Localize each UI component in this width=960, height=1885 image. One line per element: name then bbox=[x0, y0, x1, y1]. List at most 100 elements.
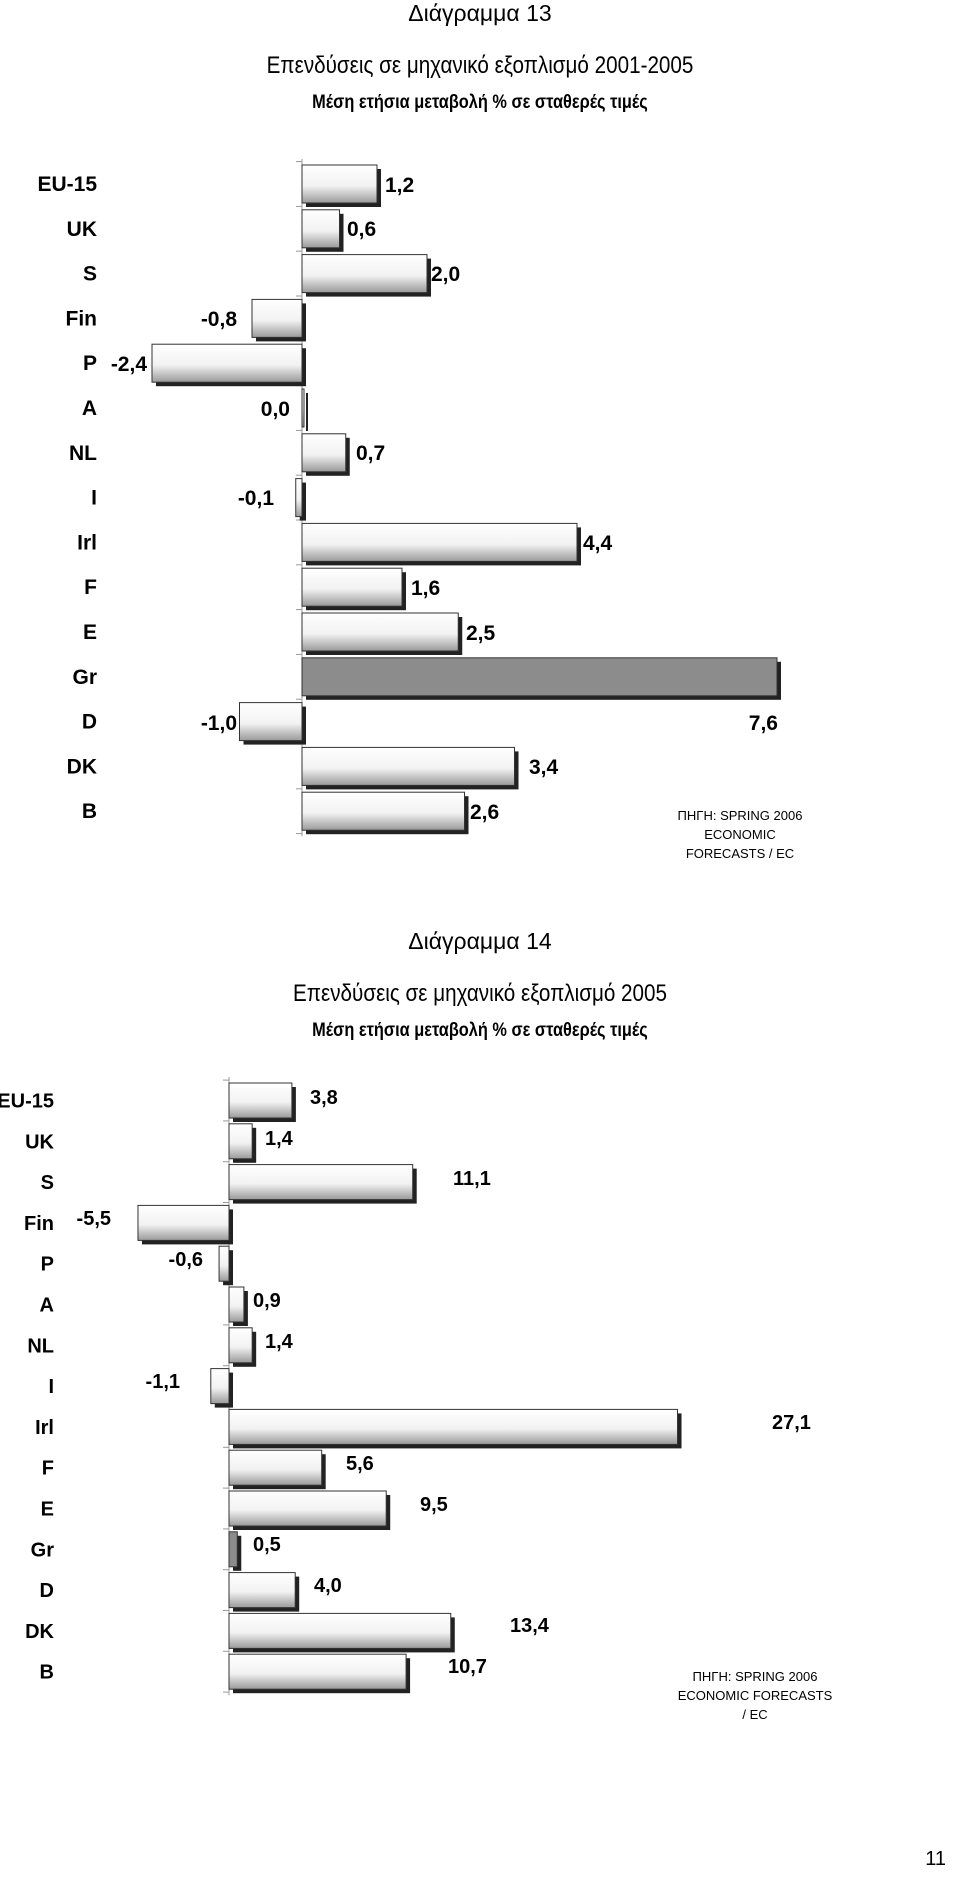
chart2-category-label: Gr bbox=[31, 1539, 55, 1561]
chart1-value-label: 2,5 bbox=[466, 622, 496, 645]
chart1-title: Επενδύσεις σε μηχανικό εξοπλισμό 2001-20… bbox=[266, 52, 694, 79]
chart1-value-label: -1,0 bbox=[201, 712, 237, 735]
chart1-bar bbox=[301, 657, 778, 697]
chart2-value-label: 5,6 bbox=[346, 1453, 374, 1475]
chart1-category-label: NL bbox=[69, 442, 97, 465]
chart1-bar bbox=[239, 702, 303, 742]
chart2-title: Επενδύσεις σε μηχανικό εξοπλισμό 2005 bbox=[293, 980, 667, 1007]
chart1-bar-shadow bbox=[299, 482, 306, 521]
chart2-source-line: / EC bbox=[742, 1707, 768, 1722]
chart1-bar bbox=[295, 478, 303, 518]
chart1-category-label: EU-15 bbox=[37, 173, 97, 196]
chart2-bar bbox=[228, 1490, 387, 1527]
chart2-category-label: Fin bbox=[24, 1213, 54, 1235]
chart2-bar bbox=[228, 1408, 679, 1445]
chart1-category-label: E bbox=[83, 621, 97, 644]
chart2-value-label: -5,5 bbox=[77, 1208, 111, 1230]
chart1-value-label: 7,6 bbox=[749, 712, 778, 735]
chart2-bar bbox=[228, 1653, 407, 1690]
chart1-bar-shadow bbox=[306, 393, 308, 431]
chart2-category-label: E bbox=[41, 1499, 54, 1521]
chart2-value-label: 10,7 bbox=[448, 1656, 487, 1678]
chart1-value-label: 2,6 bbox=[470, 801, 499, 824]
chart1-bar bbox=[251, 298, 303, 338]
chart1-bar bbox=[301, 791, 465, 831]
chart2-value-label: 0,9 bbox=[253, 1290, 281, 1312]
chart1-category-label: Irl bbox=[77, 531, 97, 554]
chart2-category-label: DK bbox=[25, 1621, 54, 1643]
chart1-value-label: 1,6 bbox=[411, 577, 440, 600]
chart1-value-label: 2,0 bbox=[431, 263, 460, 286]
chart2-source: ΠΗΓΗ: SPRING 2006 ECONOMIC FORECASTS / E… bbox=[660, 1667, 850, 1724]
chart2-bar bbox=[228, 1164, 414, 1201]
chart2-bar bbox=[228, 1082, 293, 1119]
chart2-category-label: B bbox=[40, 1662, 54, 1684]
chart2-bar bbox=[228, 1612, 452, 1649]
chart2-bar bbox=[218, 1245, 230, 1282]
chart2-category-label: Irl bbox=[35, 1417, 54, 1439]
chart1-bar bbox=[301, 522, 578, 562]
chart1-bar bbox=[301, 433, 347, 473]
chart2-diagram-label: Διάγραμμα 14 bbox=[408, 928, 552, 954]
chart1-value-label: 3,4 bbox=[529, 756, 559, 779]
chart1-subtitle: Μέση ετήσια μεταβολή % σε σταθερές τιμές bbox=[312, 92, 648, 113]
chart2-bar bbox=[210, 1368, 230, 1405]
chart2-value-label: 27,1 bbox=[772, 1412, 811, 1434]
chart1-bar bbox=[301, 388, 305, 428]
chart1-diagram-label: Διάγραμμα 13 bbox=[408, 0, 552, 26]
chart1-source-line: FORECASTS / EC bbox=[685, 846, 795, 861]
chart1-bar bbox=[301, 612, 459, 652]
chart1-bar bbox=[301, 164, 378, 204]
chart1-source-line: ECONOMIC bbox=[704, 827, 776, 842]
chart2-bar bbox=[228, 1572, 296, 1609]
chart2-plot: EU-15 3,8 UK 1,4 S 11,1 Fin -5,5 P -0,6 A 0,9 NL 1,4 I… bbox=[0, 1077, 811, 1696]
chart2-value-label: 11,1 bbox=[453, 1168, 491, 1190]
chart1-category-label: Fin bbox=[66, 307, 98, 330]
chart1-bar bbox=[301, 567, 403, 607]
chart2-value-label: -0,6 bbox=[169, 1249, 203, 1271]
chart1-value-label: 1,2 bbox=[385, 174, 414, 197]
chart2-bar bbox=[228, 1286, 245, 1323]
chart2-value-label: 4,0 bbox=[314, 1575, 342, 1597]
chart2-subtitle: Μέση ετήσια μεταβολή % σε σταθερές τιμές bbox=[312, 1020, 648, 1041]
chart2-value-label: 9,5 bbox=[420, 1494, 448, 1516]
page-number: 11 bbox=[925, 1848, 946, 1870]
chart2-bar bbox=[228, 1327, 253, 1364]
chart2-value-label: 0,5 bbox=[253, 1534, 281, 1556]
chart1-value-label: 0,0 bbox=[261, 398, 290, 421]
chart1-category-label: D bbox=[82, 711, 97, 734]
chart2-category-label: S bbox=[41, 1172, 54, 1194]
chart2-source-line: ΠΗΓΗ: SPRING 2006 bbox=[692, 1669, 818, 1684]
chart1-value-label: -2,4 bbox=[111, 353, 148, 376]
chart2-category-label: NL bbox=[27, 1335, 54, 1357]
chart1-category-label: F bbox=[84, 576, 97, 599]
chart1-bar bbox=[301, 209, 340, 249]
chart2-value-label: 1,4 bbox=[265, 1331, 294, 1353]
chart2-value-label: -1,1 bbox=[146, 1371, 180, 1393]
chart2-bar bbox=[228, 1531, 238, 1568]
chart2-value-label: 3,8 bbox=[310, 1087, 338, 1109]
chart1-category-label: UK bbox=[67, 218, 97, 241]
chart2-bar bbox=[228, 1123, 253, 1160]
chart2-bar bbox=[137, 1204, 230, 1241]
chart1-value-label: 4,4 bbox=[583, 532, 613, 555]
chart1-value-label: 0,6 bbox=[347, 218, 376, 241]
chart1-plot: EU-15 1,2 UK 0,6 S 2,0 Fin -0,8 P -2,4 A 0,0 NL 0,7 I -… bbox=[37, 159, 781, 837]
chart1-category-label: I bbox=[91, 487, 97, 510]
chart2-category-label: F bbox=[42, 1458, 54, 1480]
chart1-source: ΠΗΓΗ: SPRING 2006 ECONOMIC FORECASTS / E… bbox=[660, 806, 820, 863]
chart2-category-label: UK bbox=[25, 1131, 54, 1153]
chart1-value-label: -0,8 bbox=[201, 308, 238, 331]
chart1-category-label: S bbox=[83, 263, 97, 286]
chart2-value-label: 1,4 bbox=[265, 1128, 294, 1150]
chart1-category-label: A bbox=[82, 397, 97, 420]
chart2-source-line: ECONOMIC FORECASTS bbox=[677, 1688, 833, 1703]
chart2-category-label: EU-15 bbox=[0, 1091, 54, 1113]
chart1-category-label: Gr bbox=[72, 666, 97, 689]
chart1-value-label: -0,1 bbox=[238, 487, 275, 510]
chart2-value-label: 13,4 bbox=[510, 1615, 550, 1637]
chart2-category-label: D bbox=[40, 1580, 54, 1602]
chart2-category-label: P bbox=[41, 1254, 54, 1276]
chart2-category-label: I bbox=[48, 1376, 54, 1398]
chart1-category-label: P bbox=[83, 352, 97, 375]
